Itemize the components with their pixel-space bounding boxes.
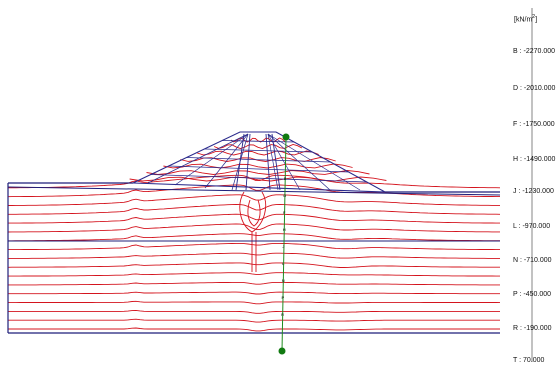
section-contour-label: J	[282, 244, 284, 249]
mesh-line	[147, 133, 249, 184]
cross-section-line: B D F H J L N P R	[278, 133, 290, 355]
stress-contour	[7, 262, 500, 268]
legend-item: N : -710.000	[513, 257, 552, 264]
legend-item: B : -2270.000	[513, 48, 556, 55]
section-contour-label: H	[283, 227, 286, 232]
mesh-line	[174, 133, 249, 186]
section-contour-label: B	[284, 176, 287, 181]
stress-contour	[8, 213, 500, 224]
section-line	[281, 136, 287, 352]
mesh-line	[204, 148, 313, 153]
embankment-contour	[197, 150, 319, 156]
stress-contour	[7, 184, 500, 198]
stress-contour	[8, 327, 500, 332]
stress-contour	[8, 309, 500, 314]
legend-item: T : 70.000	[513, 357, 545, 364]
mesh-line	[150, 174, 367, 183]
section-contour-label: L	[282, 261, 285, 266]
mesh-line	[186, 157, 331, 163]
legend-item: D : -2010.000	[513, 85, 556, 92]
core-stress-bulb	[247, 199, 261, 227]
core-stress-column	[251, 232, 257, 272]
stress-contour	[8, 204, 501, 215]
stress-contour	[8, 242, 500, 251]
legend-unit: [kN/m2]	[514, 14, 538, 24]
stress-contour	[8, 281, 500, 286]
stress-contour	[8, 233, 500, 242]
stress-contour	[8, 318, 500, 323]
legend-item: L : -970.000	[513, 223, 551, 230]
stress-contour	[8, 291, 500, 295]
section-contour-label: P	[281, 295, 284, 300]
section-start-marker	[282, 133, 290, 141]
legend-item: H : -1490.000	[513, 156, 556, 163]
section-contour-label: D	[283, 193, 286, 198]
legend-item: J : -1230.000	[513, 188, 554, 195]
contour-lines	[7, 137, 501, 332]
layer-boundary	[7, 186, 501, 196]
stress-contour	[7, 223, 500, 233]
embankment-mesh	[132, 131, 386, 193]
embankment-contour	[230, 137, 286, 143]
stress-contour	[8, 252, 500, 259]
stress-contour	[8, 272, 500, 277]
mesh-line	[267, 133, 331, 191]
section-contour-label: F	[283, 210, 286, 215]
mesh-line	[267, 133, 279, 191]
core-boundary	[235, 133, 281, 191]
legend-item: F : -1750.000	[513, 121, 555, 128]
model-boundaries	[7, 182, 501, 334]
section-contour-label: R	[281, 312, 284, 317]
mesh-line	[267, 133, 361, 191]
legend-item: R : -190.000	[513, 325, 552, 332]
legend-item: P : -450.000	[513, 291, 552, 298]
section-contour-label: N	[282, 278, 285, 283]
stress-contour	[8, 194, 500, 206]
mesh-line	[168, 165, 349, 173]
embankment-contour	[129, 176, 387, 182]
mesh-line	[204, 133, 249, 189]
embankment-contour	[213, 144, 303, 149]
section-end-marker	[278, 347, 286, 355]
stress-contour	[8, 174, 501, 189]
stress-contour	[8, 300, 501, 305]
